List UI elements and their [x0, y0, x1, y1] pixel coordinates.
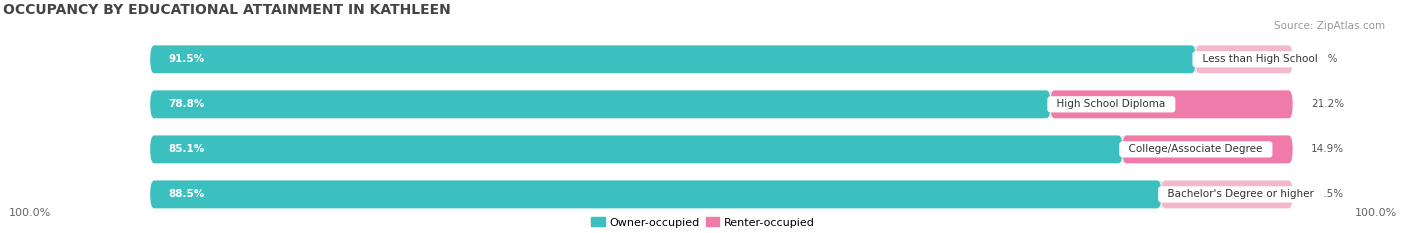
- Text: 100.0%: 100.0%: [1355, 208, 1398, 218]
- Text: 100.0%: 100.0%: [8, 208, 51, 218]
- FancyBboxPatch shape: [150, 180, 1292, 208]
- Text: High School Diploma: High School Diploma: [1050, 99, 1173, 109]
- FancyBboxPatch shape: [1195, 45, 1292, 73]
- FancyBboxPatch shape: [150, 180, 1161, 208]
- FancyBboxPatch shape: [150, 135, 1122, 163]
- FancyBboxPatch shape: [1122, 135, 1292, 163]
- Text: Source: ZipAtlas.com: Source: ZipAtlas.com: [1274, 21, 1385, 31]
- Text: Less than High School: Less than High School: [1195, 54, 1324, 64]
- FancyBboxPatch shape: [1161, 180, 1292, 208]
- Text: 21.2%: 21.2%: [1310, 99, 1344, 109]
- Text: College/Associate Degree: College/Associate Degree: [1122, 144, 1270, 154]
- Text: 11.5%: 11.5%: [1310, 189, 1344, 199]
- Text: Bachelor's Degree or higher: Bachelor's Degree or higher: [1161, 189, 1320, 199]
- FancyBboxPatch shape: [150, 45, 1292, 73]
- FancyBboxPatch shape: [150, 90, 1292, 118]
- FancyBboxPatch shape: [150, 45, 1195, 73]
- Text: 88.5%: 88.5%: [169, 189, 205, 199]
- Text: 85.1%: 85.1%: [169, 144, 205, 154]
- Text: 14.9%: 14.9%: [1310, 144, 1344, 154]
- Text: 78.8%: 78.8%: [169, 99, 205, 109]
- Text: 91.5%: 91.5%: [169, 54, 205, 64]
- Text: 8.5%: 8.5%: [1310, 54, 1337, 64]
- FancyBboxPatch shape: [1050, 90, 1292, 118]
- Text: OCCUPANCY BY EDUCATIONAL ATTAINMENT IN KATHLEEN: OCCUPANCY BY EDUCATIONAL ATTAINMENT IN K…: [3, 3, 450, 17]
- FancyBboxPatch shape: [150, 135, 1292, 163]
- FancyBboxPatch shape: [150, 90, 1050, 118]
- Legend: Owner-occupied, Renter-occupied: Owner-occupied, Renter-occupied: [586, 213, 820, 232]
